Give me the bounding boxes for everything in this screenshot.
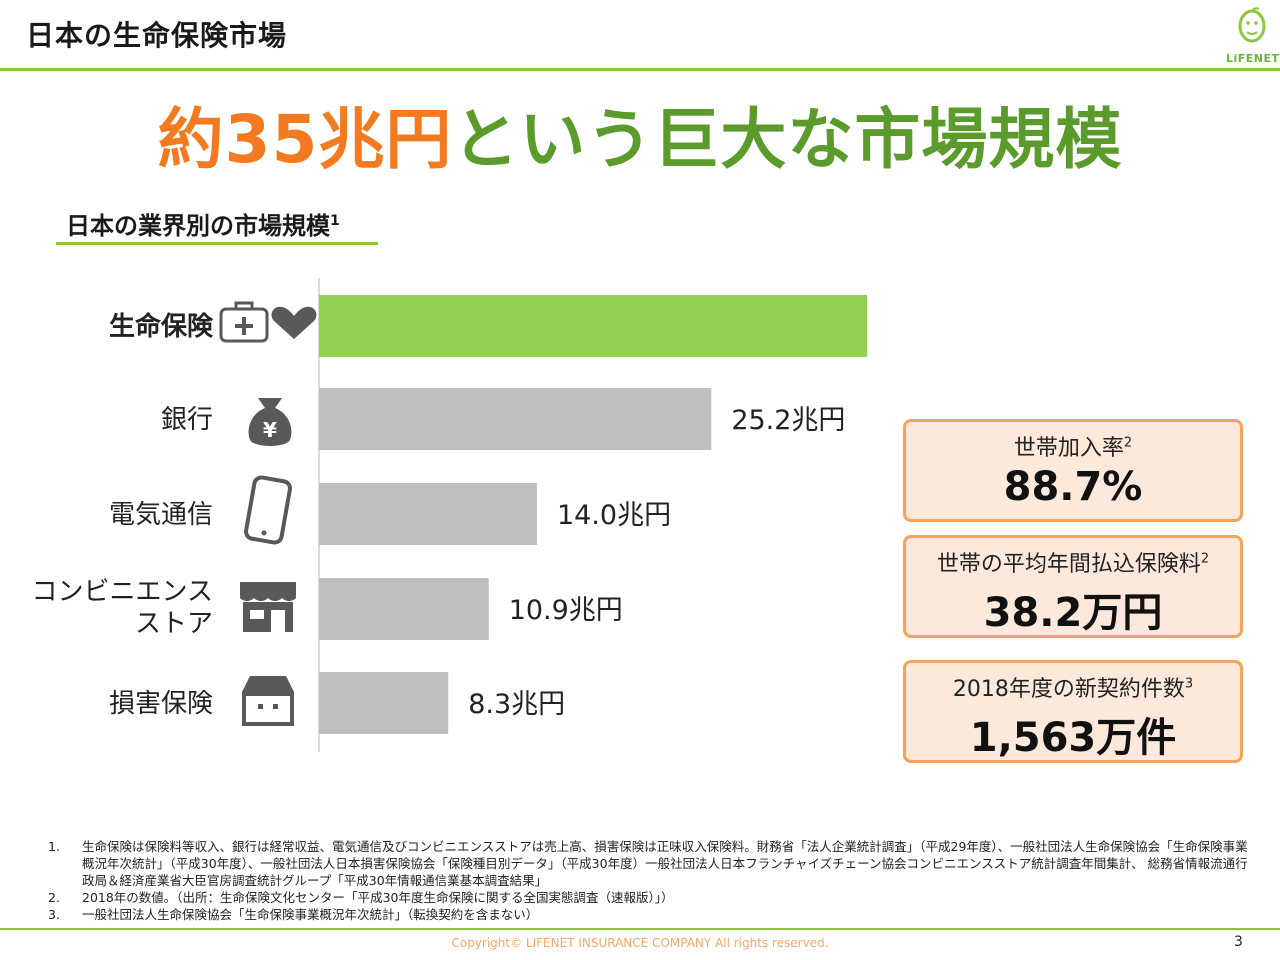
money-bag-yen-icon: ¥ <box>248 398 292 446</box>
stat-label: 2018年度の新契約件数3 <box>906 671 1240 703</box>
headline-rest: という巨大な市場規模 <box>452 101 1123 178</box>
category-label-1: 銀行 <box>161 405 213 435</box>
phone-button <box>261 530 267 536</box>
kit-handle <box>234 301 254 309</box>
stat-label: 世帯の平均年間払込保険料2 <box>906 546 1240 578</box>
stat-value: 88.7% <box>1003 464 1143 510</box>
store-window <box>250 610 264 619</box>
footnote-item: 2. 2018年の数値。（出所：生命保険文化センター「平成30年度生命保険に関する… <box>48 889 1248 906</box>
footnote-number: 1. <box>48 839 60 854</box>
smartphone-icon <box>243 475 293 545</box>
phone-body <box>243 475 293 545</box>
stat-label-text: 2018年度の新契約件数 <box>952 677 1185 702</box>
page-title: 日本の生命保険市場 <box>26 19 288 52</box>
stat-footnote-ref: 3 <box>1184 676 1194 692</box>
value-label-3: 10.9兆円 <box>509 595 623 626</box>
category-label-0: 生命保険 <box>109 311 214 342</box>
lifenet-logo <box>1238 7 1266 43</box>
bar-0 <box>319 295 867 357</box>
header-divider <box>0 68 1280 71</box>
category-label-2: 電気通信 <box>109 500 213 530</box>
bar-2 <box>319 483 537 545</box>
stat-label: 世帯加入率2 <box>906 430 1240 462</box>
stat-label-text: 世帯加入率 <box>1013 436 1124 461</box>
house-roof <box>242 676 294 692</box>
kit-cross <box>235 317 253 335</box>
stat-box-household-coverage: 世帯加入率2 88.7% <box>903 419 1243 522</box>
category-label-line: コンビニエンス <box>32 577 213 607</box>
bar-1 <box>319 388 712 450</box>
stat-value: 38.2万円 <box>983 590 1163 636</box>
kit-body <box>219 307 269 343</box>
house-icon <box>242 676 294 726</box>
headline-highlight: 約35兆円 <box>157 101 453 178</box>
bar-4 <box>319 672 449 734</box>
category-label-3: コンビニエンスストア <box>32 577 213 639</box>
chart-subtitle-text: 日本の業界別の市場規模 <box>66 212 330 240</box>
store-door <box>271 610 285 632</box>
yen-symbol: ¥ <box>263 418 277 442</box>
store-awning <box>240 582 296 601</box>
footnote-number: 3. <box>48 907 60 922</box>
subtitle-underline <box>56 242 378 245</box>
house-window-left <box>258 704 263 709</box>
stat-footnote-ref: 2 <box>1123 435 1133 451</box>
headline: 約35兆円という巨大な市場規模 <box>0 86 1280 182</box>
market-size-bar-chart: 生命保険35.2兆円銀行¥25.2兆円電気通信14.0兆円コンビニエンスストア1… <box>32 278 867 752</box>
category-label-line: ストア <box>135 609 213 639</box>
logo-text: LiFENET <box>1226 52 1280 65</box>
bag-shape <box>248 398 292 446</box>
footnote-text: 一般社団法人生命保険協会「生命保険事業概況年次統計」（転換契約を含まない） <box>82 907 539 922</box>
footnote-text: 生命保険は保険料等収入、銀行は経常収益、電気通信及びコンビニエンスストアは売上高… <box>82 839 1248 888</box>
storefront-icon <box>240 582 296 632</box>
stat-footnote-ref: 2 <box>1200 551 1210 567</box>
footnotes: 1. 生命保険は保険料等収入、銀行は経常収益、電気通信及びコンビニエンスストアは売… <box>48 838 1248 923</box>
footnote-number: 2. <box>48 890 60 905</box>
chart-subtitle: 日本の業界別の市場規模1 <box>66 206 340 241</box>
footnote-item: 3. 一般社団法人生命保険協会「生命保険事業概況年次統計」（転換契約を含まない） <box>48 906 1248 923</box>
copyright: Copyright© LIFENET INSURANCE COMPANY All… <box>451 936 829 950</box>
footnote-text: 2018年の数値。（出所：生命保険文化センター「平成30年度生命保険に関する全国… <box>82 890 674 905</box>
bar-3 <box>319 578 489 640</box>
category-label-4: 損害保険 <box>109 689 213 719</box>
page-number: 3 <box>1234 934 1243 950</box>
footer-divider <box>0 928 1280 930</box>
house-wall <box>242 692 294 726</box>
house-window-right <box>273 704 278 709</box>
chart-subtitle-footnote-ref: 1 <box>330 213 340 229</box>
value-label-1: 25.2兆円 <box>731 405 845 436</box>
footnote-item: 1. 生命保険は保険料等収入、銀行は経常収益、電気通信及びコンビニエンスストアは売… <box>48 838 1248 889</box>
stat-box-avg-premium: 世帯の平均年間払込保険料2 38.2万円 <box>903 535 1243 638</box>
value-label-2: 14.0兆円 <box>557 500 671 531</box>
stat-box-new-contracts: 2018年度の新契約件数3 1,563万件 <box>903 660 1243 763</box>
heart-shape <box>271 306 317 339</box>
value-label-4: 8.3兆円 <box>468 689 565 720</box>
stat-label-text: 世帯の平均年間払込保険料 <box>936 552 1201 577</box>
stat-value: 1,563万件 <box>969 715 1177 761</box>
first-aid-kit-heart-icon <box>219 301 317 343</box>
